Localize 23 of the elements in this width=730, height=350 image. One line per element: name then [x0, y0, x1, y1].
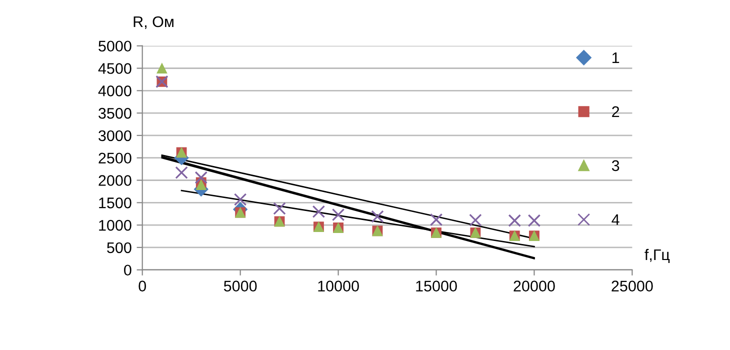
x-tick-label: 5000	[224, 280, 257, 292]
x-tick-label: 25000	[612, 280, 653, 292]
legend-label: 4	[612, 214, 620, 225]
y-tick-label: 1500	[99, 198, 132, 208]
x-tick-label: 10000	[318, 280, 359, 292]
y-tick-label: 1000	[99, 220, 132, 231]
y-tick-label: 2500	[98, 152, 132, 164]
y-tick-label: 3500	[98, 108, 132, 119]
x-tick-label: 0	[138, 280, 146, 292]
y-tick-label: 4500	[98, 63, 132, 74]
legend-label: 3	[612, 160, 620, 172]
y-tick-label: 0	[124, 264, 132, 276]
legend-label: 1	[612, 52, 620, 64]
y-tick-label: 500	[107, 242, 132, 254]
y-tick-label: 5000	[98, 40, 132, 52]
y-tick-label: 4000	[98, 86, 132, 96]
y-axis-title: R, Ом	[134, 16, 174, 29]
y-tick-label: 3000	[98, 130, 132, 142]
x-tick-label: 15000	[416, 280, 457, 292]
x-tick-label: 20000	[514, 280, 555, 292]
legend-label: 2	[612, 106, 620, 117]
y-tick-label: 2000	[98, 175, 132, 186]
x-axis-title: f,Гц	[644, 248, 670, 264]
